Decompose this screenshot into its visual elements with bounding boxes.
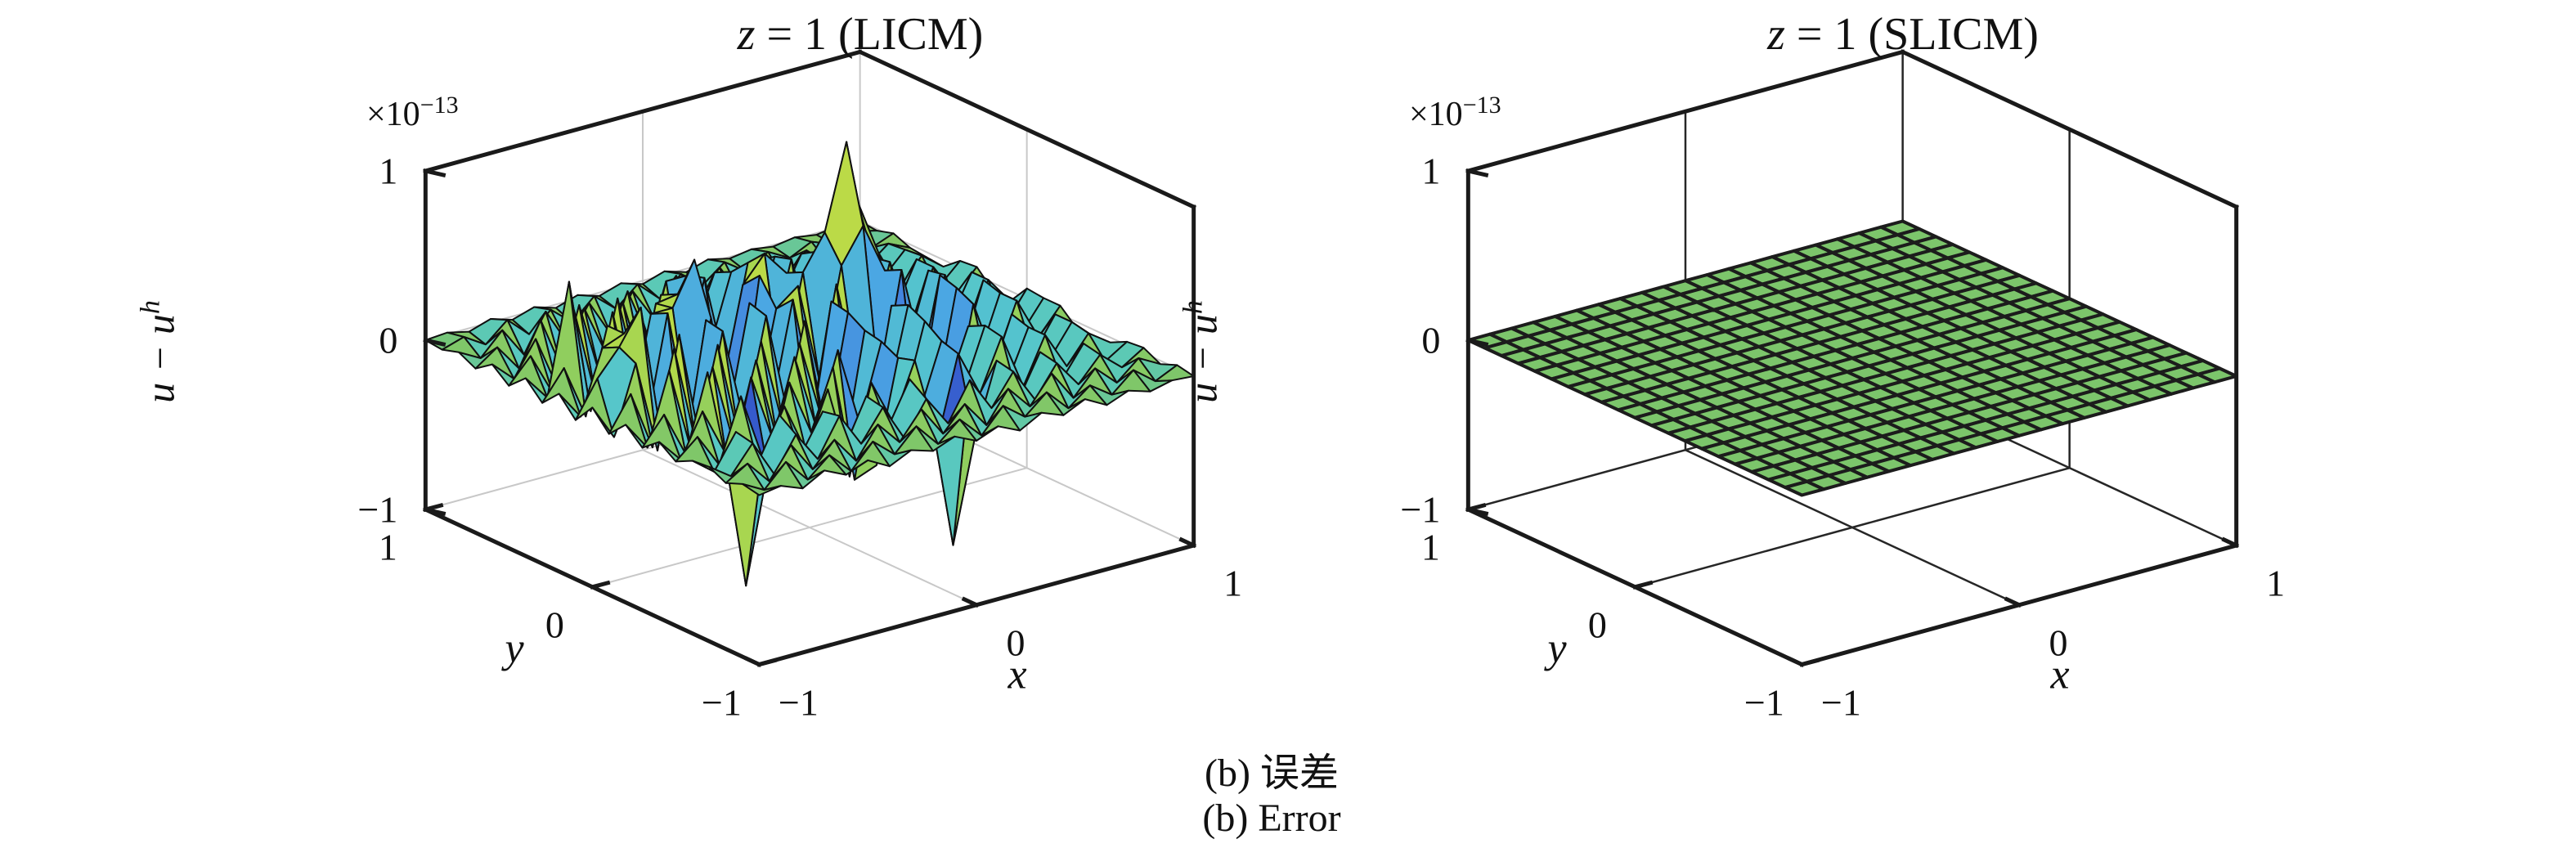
title-text: = 1 (SLICM): [1784, 9, 2039, 60]
y-axis-label-licm: y: [505, 625, 524, 672]
licm-z-tick-label: −1: [357, 488, 398, 531]
z-exponent-label-licm: ×10−13: [366, 92, 459, 134]
z-axis-label-slicm: u − uh: [1178, 300, 1227, 403]
z-label-sup: h: [135, 300, 166, 315]
z-label-base: u − u: [137, 314, 183, 403]
x-axis-label-licm: x: [1008, 651, 1027, 698]
x-axis-label-slicm: x: [2050, 651, 2070, 698]
slicm-z-tick-label: 1: [1421, 150, 1441, 192]
licm-x-tick-label: 1: [1223, 562, 1243, 604]
exponent-base: ×10: [366, 96, 420, 133]
title-text: = 1 (LICM): [755, 9, 984, 60]
caption-line-zh: (b) 误差: [1205, 752, 1339, 795]
licm-y-tick-label: 0: [545, 604, 564, 646]
slicm-plot-box: [1465, 49, 2239, 667]
slicm-x-tick-label: −1: [1820, 681, 1861, 724]
licm-y-tick-label: −1: [701, 681, 742, 724]
licm-z-tick-label: 1: [379, 150, 398, 192]
slicm-y-tick-label: 0: [1587, 604, 1607, 646]
licm-x-tick-label: −1: [778, 681, 819, 724]
slicm-y-tick-label: 1: [1420, 526, 1440, 568]
z-axis-label-licm: u − uh: [136, 300, 184, 403]
title-variable: z: [737, 9, 756, 60]
licm-plot-box: [423, 49, 1196, 667]
slicm-x-tick-label: 1: [2266, 562, 2286, 604]
slicm-x-tick-label: 0: [2049, 621, 2068, 664]
title-variable: z: [1767, 9, 1785, 60]
exponent-base: ×10: [1409, 96, 1463, 133]
y-axis-label-slicm: y: [1547, 625, 1567, 672]
slicm-y-tick-label: −1: [1744, 681, 1784, 724]
plot-title-slicm: z = 1 (SLICM): [1767, 8, 2039, 61]
slicm-z-tick-label: 0: [1421, 319, 1441, 361]
licm-x-tick-label: 0: [1006, 621, 1025, 664]
slicm-z-tick-label: −1: [1400, 488, 1441, 531]
exponent-power: −13: [420, 92, 459, 119]
caption-line-en: (b) Error: [1202, 796, 1341, 840]
z-label-sup: h: [1178, 300, 1209, 315]
exponent-power: −13: [1462, 92, 1501, 119]
z-label-base: u − u: [1179, 314, 1226, 403]
plot-title-licm: z = 1 (LICM): [738, 8, 984, 61]
licm-y-tick-label: 1: [378, 526, 397, 568]
licm-z-tick-label: 0: [379, 319, 398, 361]
z-exponent-label-slicm: ×10−13: [1409, 92, 1501, 134]
